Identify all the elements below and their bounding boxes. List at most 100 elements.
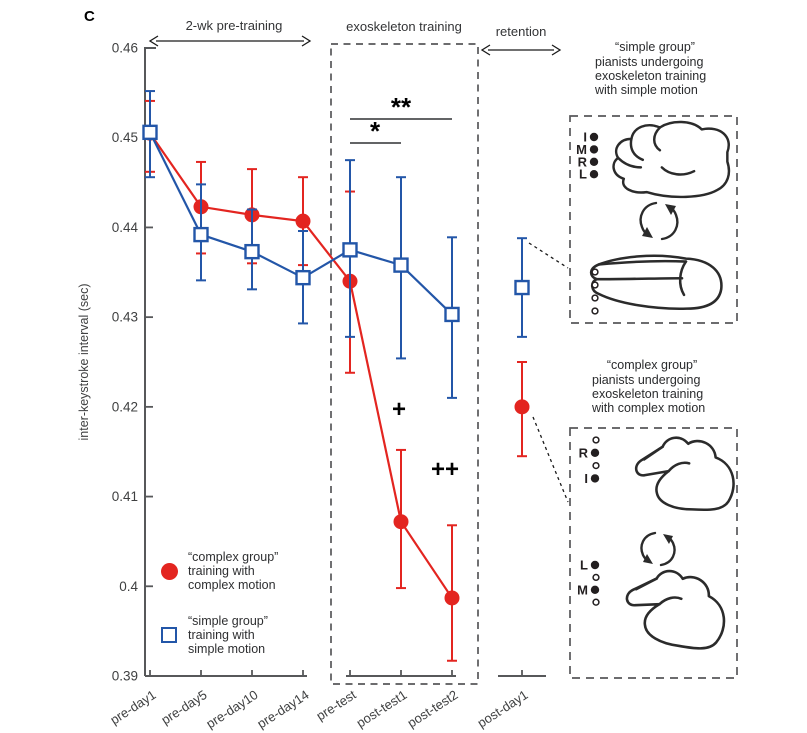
arrowhead <box>665 204 676 215</box>
finger-line <box>595 276 684 281</box>
finger-mark-ring <box>592 436 600 444</box>
legend-line: training with <box>188 628 255 642</box>
data-point-marker <box>193 226 209 243</box>
hand-outline <box>634 436 735 512</box>
x-category-label: pre-test <box>313 687 358 724</box>
finger-mark-label: M <box>577 582 588 597</box>
legend-text-complex: “complex group” training with complex mo… <box>188 550 278 592</box>
section-label: 2-wk pre-training <box>186 18 283 33</box>
group-desc-line: pianists undergoing <box>592 373 701 387</box>
y-tick-label: 0.46 <box>112 41 138 56</box>
pointing-hand-illustration <box>634 436 735 512</box>
open-hand-illustration <box>589 254 723 310</box>
cycle-arrows-icon <box>640 531 676 567</box>
complex-group-description: “complex group” pianists undergoing exos… <box>570 358 734 415</box>
simple-motion-box <box>569 115 738 324</box>
legend: “complex group” training with complex mo… <box>160 549 345 677</box>
finger-line <box>667 461 691 473</box>
finger-mark-ring <box>591 281 599 289</box>
finger-mark-label: L <box>579 167 587 182</box>
group-desc-line: exoskeleton training <box>595 69 707 83</box>
finger-mark-label: I <box>584 471 588 486</box>
arrowhead <box>663 534 673 544</box>
data-point-marker <box>514 399 530 415</box>
finger-mark-dot <box>589 145 599 154</box>
group-title: “simple group” <box>615 40 695 54</box>
finger-mark-dot <box>589 170 599 179</box>
finger-mark-label: I <box>583 130 587 145</box>
finger-mark-label: M <box>576 142 587 157</box>
finger-mark-dot <box>589 132 599 142</box>
arrowhead <box>642 227 653 238</box>
hand-outline <box>625 569 726 650</box>
y-tick-label: 0.44 <box>112 220 139 235</box>
thumb-line <box>678 260 688 297</box>
finger-mark-ring <box>592 598 600 606</box>
data-point-marker <box>342 242 358 258</box>
group-desc-line: with complex motion <box>592 401 706 415</box>
arrowhead-right <box>301 35 312 47</box>
finger-mark-ring <box>592 461 600 470</box>
x-category-label: pre-day10 <box>203 687 260 731</box>
thumb-line <box>660 166 696 176</box>
finger-mark-dot <box>590 560 600 570</box>
cycle-arrows-icon <box>639 201 679 241</box>
data-point-marker <box>444 590 460 606</box>
data-point-marker <box>514 279 530 296</box>
x-category-label: pre-day1 <box>107 687 158 728</box>
data-point-marker <box>444 306 460 323</box>
finger-line <box>658 596 683 606</box>
y-tick-label: 0.41 <box>112 489 138 504</box>
significance-label: ++ <box>431 456 459 483</box>
data-point-marker <box>142 124 158 141</box>
x-category-label: pre-day5 <box>158 687 209 728</box>
finger-line <box>616 156 643 169</box>
legend-item-complex-group: “complex group” training with complex mo… <box>160 549 345 593</box>
finger-mark-ring <box>591 294 599 302</box>
arrowhead-right <box>551 44 562 56</box>
data-point-marker <box>295 213 311 229</box>
legend-line: simple motion <box>188 642 266 656</box>
finger-line <box>652 126 662 152</box>
y-tick-label: 0.45 <box>112 130 138 145</box>
finger-mark-label: R <box>578 154 588 169</box>
clenched-hand-illustration <box>612 120 731 199</box>
connector-complex-group <box>532 416 569 503</box>
finger-line <box>597 259 688 266</box>
finger-mark-dot <box>590 585 600 594</box>
x-category-label: pre-day14 <box>254 687 311 731</box>
arrowhead <box>643 554 653 564</box>
legend-line: complex motion <box>188 578 276 592</box>
y-axis-title: inter-keystroke interval (sec) <box>77 284 91 441</box>
x-category-label: post-test1 <box>354 687 410 731</box>
section-label: retention <box>496 24 547 39</box>
finger-mark-label: R <box>579 445 589 460</box>
significance-label: ** <box>391 92 412 122</box>
panel-label: C <box>84 8 95 25</box>
legend-text-simple: “simple group” training with simple moti… <box>188 614 268 656</box>
finger-mark-ring <box>592 573 600 582</box>
significance-label: + <box>392 396 406 423</box>
finger-mark-label: L <box>580 558 588 573</box>
connector-simple-group <box>528 242 569 269</box>
group-title: “complex group” <box>606 358 698 372</box>
significance-label: * <box>370 116 381 146</box>
y-tick-label: 0.43 <box>112 310 138 325</box>
finger-line <box>634 577 658 591</box>
arrowhead-left <box>480 44 491 56</box>
simple-group-description: “simple group” pianists undergoing exosk… <box>573 40 737 97</box>
legend-line: “complex group” <box>188 550 279 564</box>
y-tick-label: 0.42 <box>112 399 138 414</box>
finger-line <box>642 445 664 461</box>
finger-mark-dot <box>590 448 600 457</box>
open-square-marker-icon <box>160 627 178 643</box>
exoskeleton-section-box <box>330 43 479 685</box>
group-desc-line: pianists undergoing <box>595 55 704 69</box>
filled-circle-marker-icon <box>160 562 178 580</box>
pointing-hand-illustration <box>625 569 726 650</box>
legend-line: training with <box>188 564 255 578</box>
legend-line: “simple group” <box>188 614 268 628</box>
group-desc-line: with simple motion <box>595 83 698 97</box>
